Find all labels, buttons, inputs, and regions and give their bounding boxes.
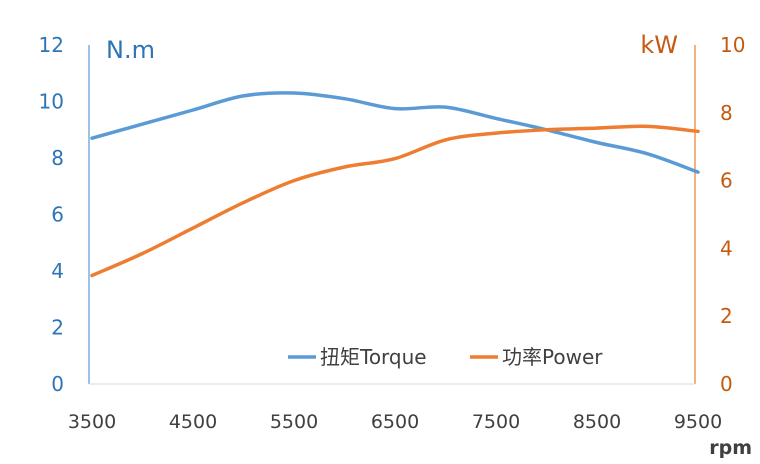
- left-tick-label: 6: [51, 203, 64, 227]
- right-tick-label: 2: [720, 304, 733, 328]
- right-tick-label: 0: [720, 372, 733, 396]
- torque-series-line: [90, 91, 700, 174]
- power-series-line: [90, 124, 700, 278]
- left-tick-label: 2: [51, 316, 64, 340]
- right-axis-ticks: 0 2 4 6 8 10: [720, 33, 745, 396]
- x-tick-label: 7500: [472, 411, 520, 433]
- left-axis-unit: N.m: [106, 36, 155, 64]
- right-tick-label: 8: [720, 101, 733, 125]
- legend-label-torque: 扭矩Torque: [320, 345, 427, 369]
- left-tick-label: 12: [39, 33, 64, 57]
- left-tick-label: 0: [51, 372, 64, 396]
- right-tick-label: 6: [720, 169, 733, 193]
- x-axis-unit: rpm: [709, 437, 752, 459]
- left-tick-label: 8: [51, 146, 64, 170]
- axes: [88, 45, 696, 385]
- series-layer: [90, 91, 700, 278]
- x-tick-label: 9500: [674, 411, 722, 433]
- x-tick-label: 3500: [68, 411, 116, 433]
- legend: 扭矩Torque 功率Power: [288, 345, 603, 369]
- x-tick-label: 6500: [371, 411, 419, 433]
- x-axis-ticks: 3500 4500 5500 6500 7500 8500 9500: [68, 411, 722, 433]
- x-tick-label: 5500: [270, 411, 318, 433]
- x-tick-label: 8500: [573, 411, 621, 433]
- right-tick-label: 4: [720, 236, 733, 260]
- right-axis-unit: kW: [640, 31, 678, 59]
- right-tick-label: 10: [720, 33, 745, 57]
- legend-label-power: 功率Power: [502, 345, 603, 369]
- left-tick-label: 4: [51, 259, 64, 283]
- left-tick-label: 10: [39, 90, 64, 114]
- x-tick-label: 4500: [169, 411, 217, 433]
- left-axis-ticks: 0 2 4 6 8 10 12: [39, 33, 64, 396]
